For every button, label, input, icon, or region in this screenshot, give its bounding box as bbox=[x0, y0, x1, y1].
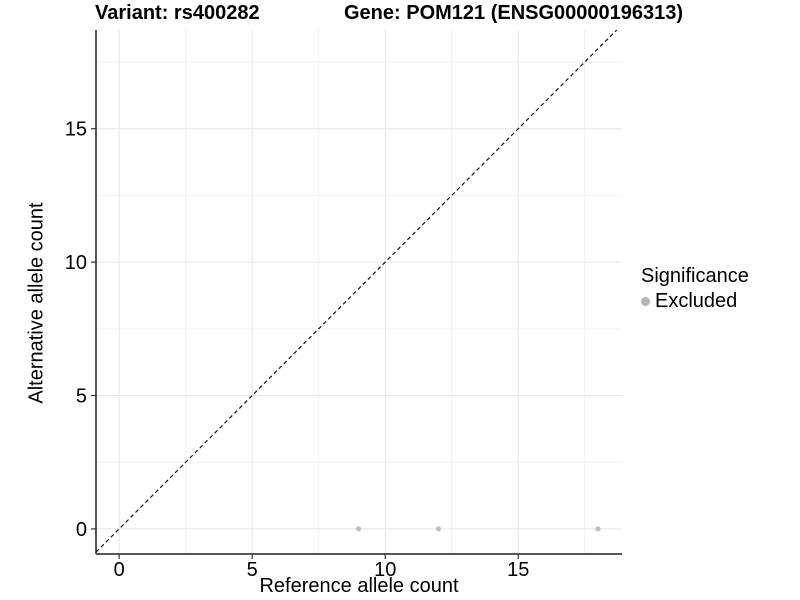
y-tick-label: 5 bbox=[76, 386, 87, 408]
y-tick-label: 0 bbox=[76, 519, 87, 541]
x-tick-label: 0 bbox=[114, 559, 125, 581]
legend-title: Significance bbox=[641, 265, 749, 287]
y-tick-label: 15 bbox=[65, 119, 87, 141]
gene-title: Gene: POM121 (ENSG00000196313) bbox=[344, 2, 684, 24]
variant-title: Variant: rs400282 bbox=[95, 2, 260, 24]
data-point bbox=[356, 526, 362, 532]
x-tick-label: 15 bbox=[507, 559, 529, 581]
legend-point-icon bbox=[641, 297, 650, 306]
legend-item: Excluded bbox=[641, 290, 749, 313]
identity-reference-line bbox=[95, 29, 618, 553]
y-tick-label: 10 bbox=[65, 252, 87, 274]
legend-item-label: Excluded bbox=[655, 290, 738, 312]
x-axis-title: Reference allele count bbox=[259, 575, 459, 597]
legend: Significance Excluded bbox=[641, 265, 749, 313]
x-tick-label: 5 bbox=[247, 559, 258, 581]
data-point bbox=[435, 526, 441, 532]
x-tick-label: 10 bbox=[374, 559, 396, 581]
y-axis-title: Alternative allele count bbox=[25, 202, 48, 404]
data-point bbox=[595, 526, 601, 532]
